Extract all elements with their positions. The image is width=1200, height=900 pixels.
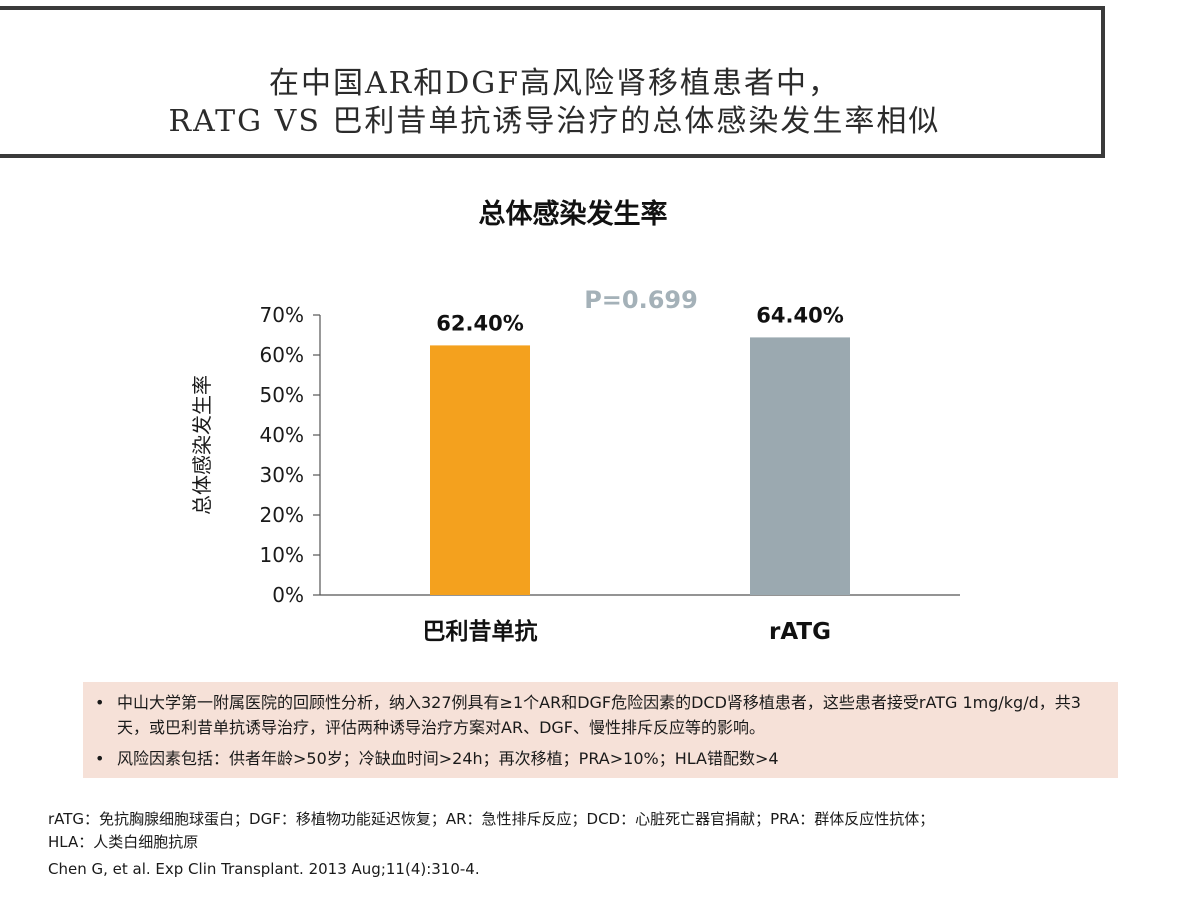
title-box: 在中国AR和DGF高风险肾移植患者中， RATG VS 巴利昔单抗诱导治疗的总体…: [0, 6, 1105, 158]
page-title-line-2: RATG VS 巴利昔单抗诱导治疗的总体感染发生率相似: [168, 104, 941, 139]
bar-1: [430, 345, 530, 595]
x-category-label-2: rATG: [769, 619, 831, 645]
data-label-1: 62.40%: [436, 311, 523, 335]
citation: Chen G, et al. Exp Clin Transplant. 2013…: [48, 860, 480, 878]
y-axis-label: 总体感染发生率: [190, 375, 214, 515]
y-tick-label: 60%: [260, 343, 304, 367]
y-tick-label: 50%: [260, 383, 304, 407]
p-value-annotation: P=0.699: [584, 286, 698, 314]
bullet-icon: •: [95, 749, 105, 768]
study-notes: • 中山大学第一附属医院的回顾性分析，纳入327例具有≥1个AR和DGF危险因素…: [83, 682, 1118, 778]
y-tick-label: 40%: [260, 423, 304, 447]
data-label-2: 64.40%: [756, 303, 843, 327]
y-tick-label: 20%: [260, 503, 304, 527]
y-tick-label: 30%: [260, 463, 304, 487]
y-tick-label: 0%: [272, 583, 304, 607]
bar-2: [750, 337, 850, 595]
y-tick-label: 10%: [260, 543, 304, 567]
note-text: 中山大学第一附属医院的回顾性分析，纳入327例具有≥1个AR和DGF危险因素的D…: [117, 693, 1081, 737]
bullet-icon: •: [95, 693, 105, 712]
abbreviations-line-2: HLA：人类白细胞抗原: [48, 833, 199, 851]
abbreviations-line-1: rATG：免抗胸腺细胞球蛋白；DGF：移植物功能延迟恢复；AR：急性排斥反应；D…: [48, 810, 935, 828]
y-tick-label: 70%: [260, 303, 304, 327]
note-text: 风险因素包括：供者年龄>50岁；冷缺血时间>24h；再次移植；PRA>10%；H…: [117, 749, 779, 768]
page-title-line-1: 在中国AR和DGF高风险肾移植患者中，: [268, 66, 841, 101]
note-item-study-design: • 中山大学第一附属医院的回顾性分析，纳入327例具有≥1个AR和DGF危险因素…: [93, 690, 1096, 740]
bar-chart: 0% 10% 20% 30% 40% 50% 60% 70% 总体感染发生率 62.40% 巴利昔单…: [190, 286, 960, 645]
chart-title: 总体感染发生率: [478, 199, 668, 230]
x-category-label-1: 巴利昔单抗: [423, 618, 538, 645]
note-item-risk-factors: • 风险因素包括：供者年龄>50岁；冷缺血时间>24h；再次移植；PRA>10%…: [93, 746, 1096, 771]
